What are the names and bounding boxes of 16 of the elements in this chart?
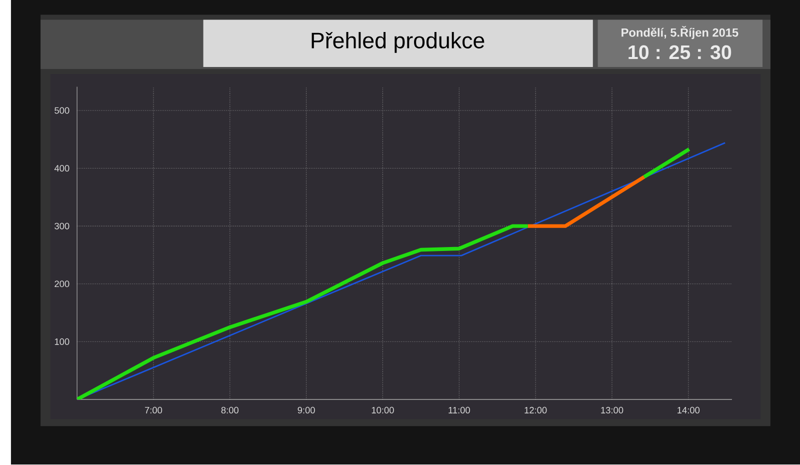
- x-tick-label: 11:00: [448, 407, 470, 414]
- y-tick-label: 100: [54, 338, 70, 346]
- text: 10 : 25 : 30: [628, 45, 732, 60]
- x-tick-label: 14:00: [678, 407, 700, 414]
- y-tick-label: 300: [54, 223, 70, 230]
- x-tick-label: 13:00: [601, 407, 624, 414]
- text: Pondělí, 5.Říjen 2015: [622, 26, 738, 40]
- x-tick-label: 12:00: [524, 407, 547, 414]
- x-tick-label: 7:00: [144, 407, 162, 414]
- y-tick-label: 400: [54, 165, 70, 172]
- x-tick-label: 9:00: [298, 407, 315, 414]
- chart-title: Přehled produkce: [312, 32, 484, 54]
- x-tick-label: 8:00: [221, 407, 238, 414]
- x-tick-label: 10:00: [372, 407, 394, 414]
- y-tick-label: 500: [54, 107, 70, 114]
- y-tick-label: 200: [54, 280, 70, 288]
